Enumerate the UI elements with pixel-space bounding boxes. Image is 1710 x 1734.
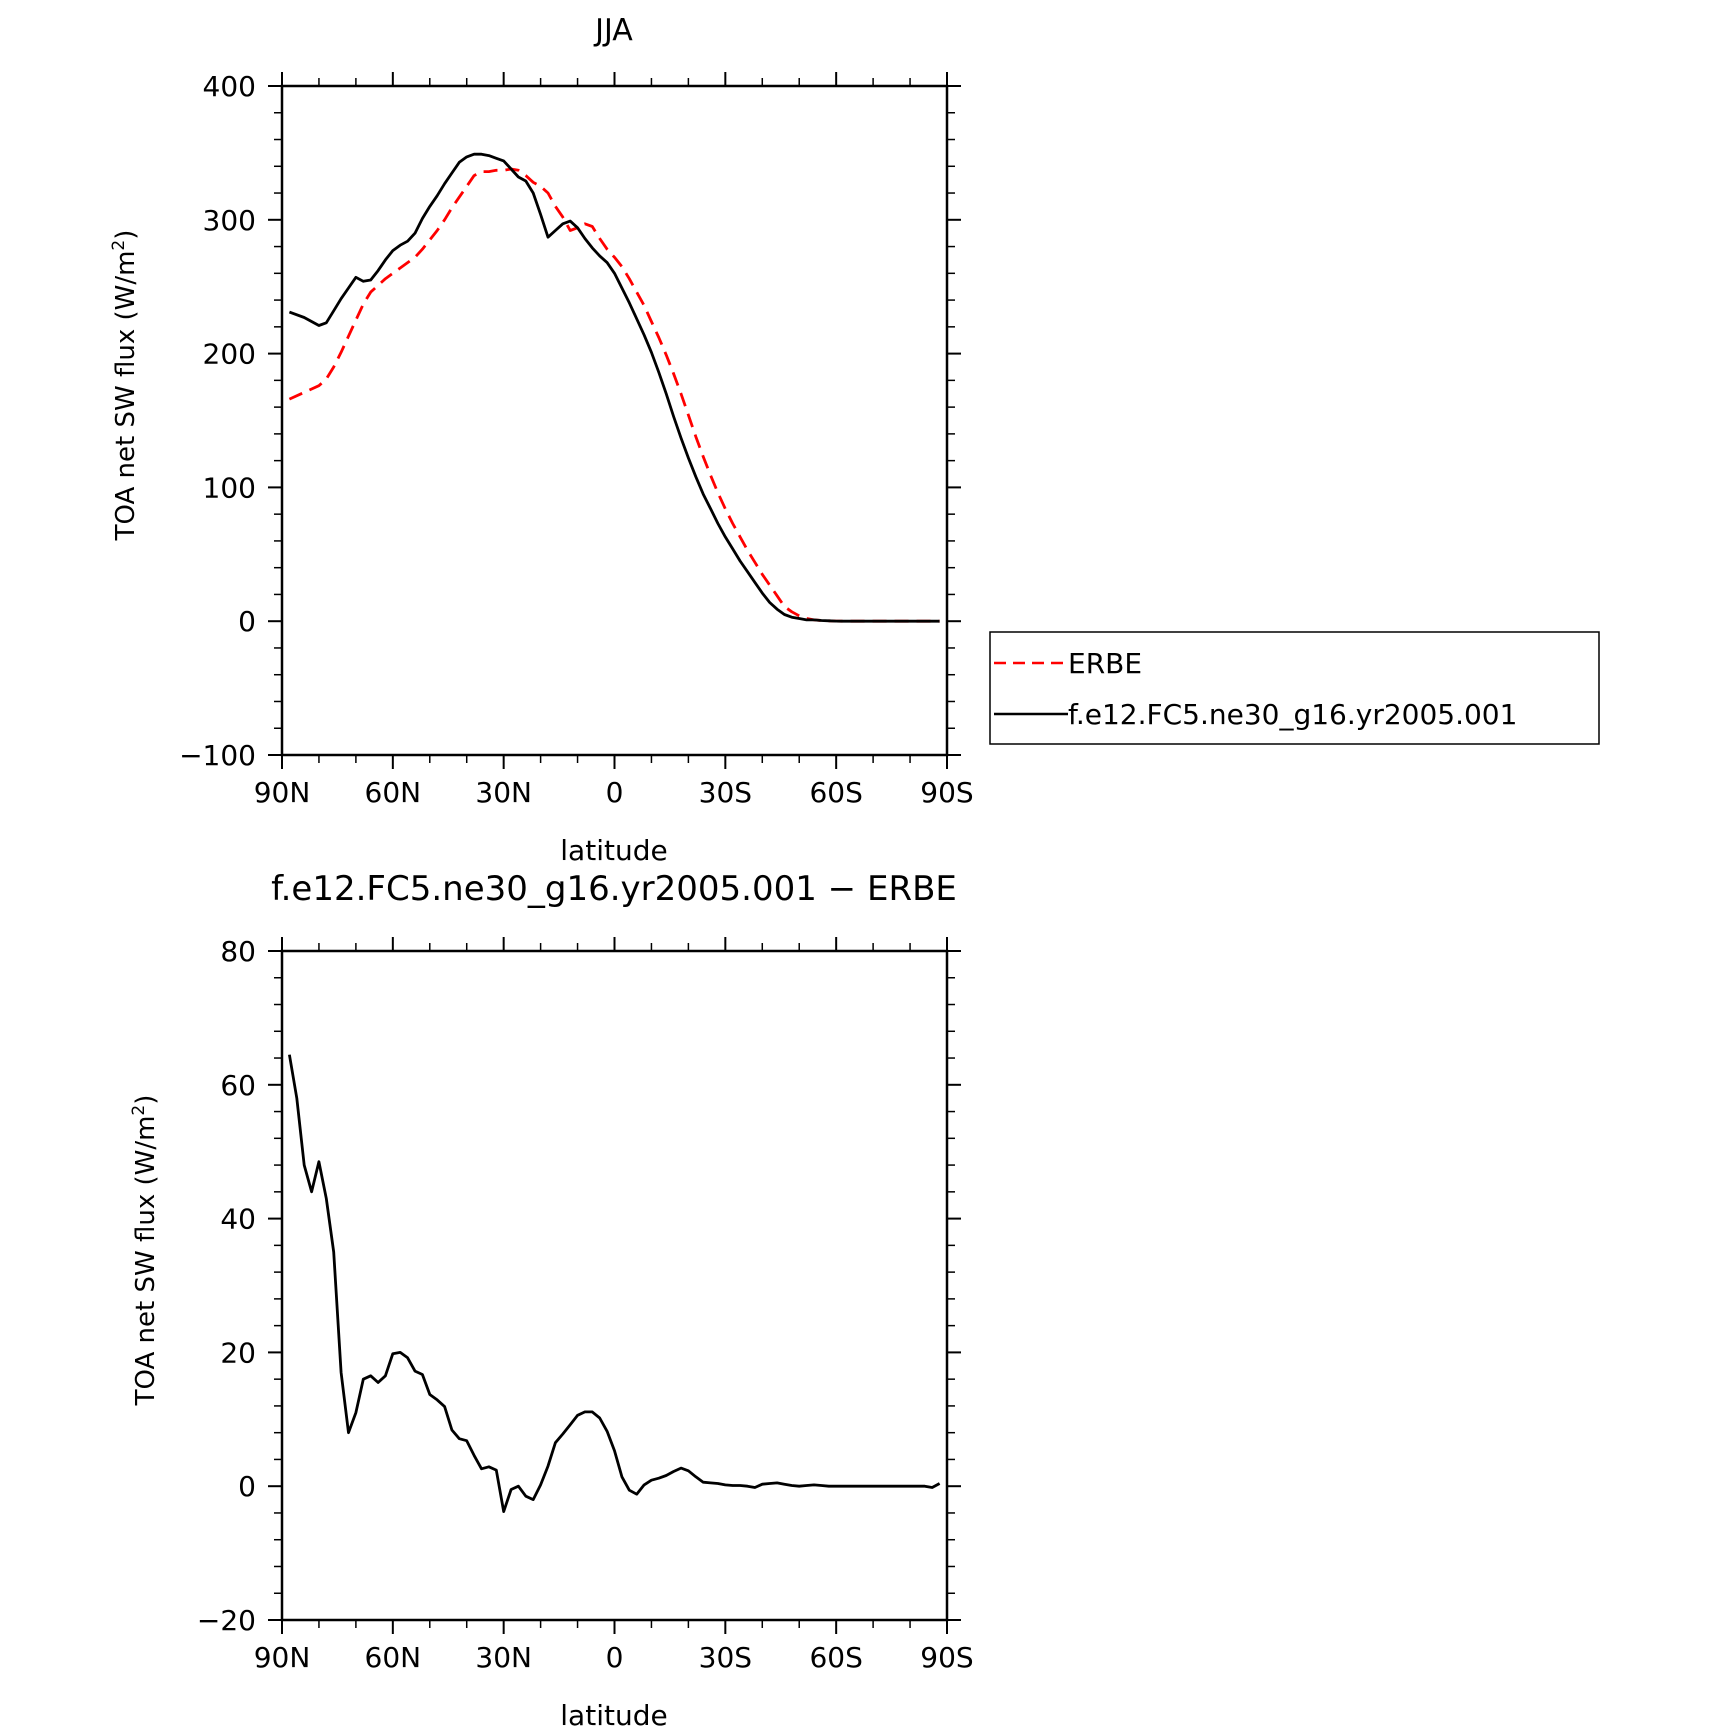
top-x-axis-label: latitude <box>560 834 667 867</box>
legend-model-label: f.e12.FC5.ne30_g16.yr2005.001 <box>1068 698 1517 731</box>
bottom-chart-title: f.e12.FC5.ne30_g16.yr2005.001 − ERBE <box>271 869 957 909</box>
legend-box <box>989 631 1600 745</box>
top-x-tick-label: 60N <box>365 776 422 809</box>
top-y-tick-label: 200 <box>203 338 256 371</box>
top-y-tick-label: 400 <box>203 70 256 103</box>
top-x-tick-label: 90S <box>920 776 973 809</box>
bottom-x-tick-label: 90N <box>254 1641 311 1674</box>
bottom-x-tick-label: 0 <box>606 1641 624 1674</box>
top-y-tick-label: 300 <box>203 204 256 237</box>
bottom-x-tick-label: 60S <box>809 1641 862 1674</box>
bottom-x-tick-label: 30S <box>699 1641 752 1674</box>
bottom-y-tick-label: 0 <box>238 1470 256 1503</box>
top-x-tick-label: 0 <box>606 776 624 809</box>
legend-erbe-label: ERBE <box>1068 647 1142 680</box>
bottom-plot-frame <box>280 949 949 1622</box>
top-x-tick-label: 30N <box>475 776 532 809</box>
bottom-y-tick-label: 60 <box>220 1069 256 1102</box>
top-series-line-erbe <box>288 167 940 623</box>
top-y-axis-label: TOA net SW flux (W/m2) <box>109 230 141 542</box>
bottom-y-tick-label: 20 <box>220 1336 256 1369</box>
bottom-x-tick-label: 90S <box>920 1641 973 1674</box>
top-plot-frame <box>280 84 949 757</box>
top-x-tick-label: 60S <box>809 776 862 809</box>
top-plot-lines <box>288 152 940 623</box>
top-series-line-f-e12-fc5-ne30-g16-yr2005-001 <box>288 152 940 623</box>
top-x-tick-label: 90N <box>254 776 311 809</box>
bottom-y-tick-label: 80 <box>220 935 256 968</box>
bottom-y-tick-label: 40 <box>220 1203 256 1236</box>
legend: ERBE f.e12.FC5.ne30_g16.yr2005.001 <box>989 631 1600 745</box>
top-chart-title: JJA <box>593 13 633 48</box>
bottom-plot-lines <box>288 1054 941 1513</box>
panel-bottom: f.e12.FC5.ne30_g16.yr2005.001 − ERBE TOA… <box>129 869 974 1732</box>
bottom-series-line-0 <box>288 1054 941 1513</box>
bottom-x-tick-label: 30N <box>475 1641 532 1674</box>
bottom-y-axis-label: TOA net SW flux (W/m2) <box>129 1095 161 1407</box>
bottom-x-tick-label: 60N <box>365 1641 422 1674</box>
bottom-x-axis-label: latitude <box>560 1699 667 1732</box>
top-x-tick-label: 30S <box>699 776 752 809</box>
bottom-axes: 90N 60N 30N 0 30S 60S 90S −20 0 20 40 60 80 <box>197 935 974 1674</box>
bottom-y-tick-label: −20 <box>197 1604 256 1637</box>
panel-top: JJA TOA net SW flux (W/m2) latitude 90N 6… <box>109 13 974 867</box>
top-y-tick-label: 0 <box>238 605 256 638</box>
top-y-tick-label: 100 <box>203 471 256 504</box>
top-y-tick-label: −100 <box>179 739 256 772</box>
top-axes: 90N 60N 30N 0 30S 60S 90S −100 0 100 200 300 400 <box>179 70 974 809</box>
